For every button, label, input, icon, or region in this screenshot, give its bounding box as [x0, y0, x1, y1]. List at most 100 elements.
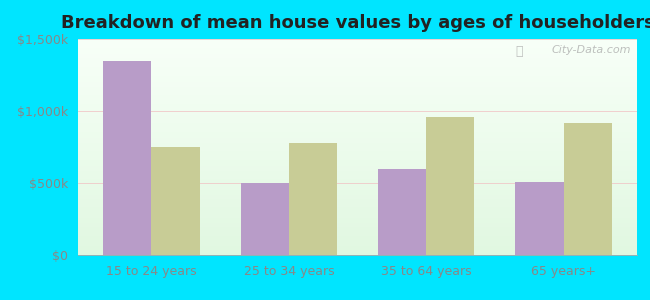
Bar — [78, 246, 637, 248]
Bar — [78, 205, 637, 208]
Bar — [78, 110, 637, 112]
Bar — [78, 158, 637, 160]
Bar — [78, 149, 637, 151]
Bar — [78, 117, 637, 119]
Bar — [378, 169, 426, 255]
Bar — [564, 122, 612, 255]
Bar — [78, 171, 637, 173]
Bar — [78, 147, 637, 149]
Bar — [78, 192, 637, 194]
Bar — [78, 134, 637, 136]
Bar — [240, 183, 289, 255]
Bar — [78, 48, 637, 50]
Bar — [78, 56, 637, 58]
Bar — [78, 95, 637, 97]
Bar — [78, 78, 637, 80]
Bar — [78, 208, 637, 210]
Bar — [78, 194, 637, 197]
Bar — [515, 182, 564, 255]
Bar — [78, 112, 637, 115]
Bar — [78, 212, 637, 214]
Bar — [78, 93, 637, 95]
Bar — [78, 162, 637, 164]
Bar — [78, 138, 637, 140]
Bar — [78, 164, 637, 166]
Bar — [78, 248, 637, 251]
Bar — [78, 91, 637, 93]
Bar — [78, 58, 637, 61]
Bar — [78, 188, 637, 190]
Bar — [78, 231, 637, 233]
Bar — [78, 184, 637, 186]
Bar — [78, 100, 637, 102]
Bar — [78, 218, 637, 220]
Bar — [78, 115, 637, 117]
Bar — [78, 145, 637, 147]
Bar — [78, 186, 637, 188]
Bar — [78, 242, 637, 244]
Bar — [78, 154, 637, 156]
Bar — [78, 104, 637, 106]
Bar — [78, 169, 637, 171]
Bar — [78, 225, 637, 227]
Bar — [78, 173, 637, 175]
Bar — [78, 251, 637, 253]
Bar — [78, 50, 637, 52]
Bar — [78, 143, 637, 145]
Bar — [78, 136, 637, 138]
Bar — [78, 160, 637, 162]
Bar — [78, 199, 637, 201]
Bar — [78, 216, 637, 218]
Bar — [78, 132, 637, 134]
Bar — [78, 210, 637, 212]
Bar — [78, 63, 637, 65]
Bar — [78, 125, 637, 128]
Bar — [78, 223, 637, 225]
Bar — [78, 80, 637, 82]
Bar — [78, 102, 637, 104]
Bar — [78, 108, 637, 110]
Bar — [78, 86, 637, 89]
Bar — [78, 65, 637, 67]
Bar — [289, 143, 337, 255]
Bar — [78, 238, 637, 240]
Bar — [78, 71, 637, 74]
Bar — [78, 151, 637, 154]
Bar — [78, 167, 637, 169]
Bar — [78, 74, 637, 76]
Bar — [78, 119, 637, 121]
Bar — [78, 121, 637, 123]
Bar — [78, 54, 637, 56]
Bar — [78, 84, 637, 86]
Bar — [78, 106, 637, 108]
Bar — [78, 182, 637, 184]
Bar — [78, 123, 637, 125]
Bar — [78, 82, 637, 84]
Bar — [78, 89, 637, 91]
Bar — [78, 240, 637, 242]
Bar — [78, 69, 637, 71]
Bar — [78, 229, 637, 231]
Bar — [78, 175, 637, 177]
Bar — [78, 236, 637, 238]
Bar — [78, 140, 637, 143]
Bar — [78, 52, 637, 54]
Bar — [78, 220, 637, 223]
Bar — [78, 179, 637, 182]
Bar — [78, 177, 637, 179]
Bar — [151, 147, 200, 255]
Bar — [78, 156, 637, 158]
Bar — [426, 117, 474, 255]
Bar — [78, 130, 637, 132]
Bar — [103, 61, 151, 255]
Bar — [78, 244, 637, 246]
Bar — [78, 43, 637, 46]
Bar — [78, 67, 637, 69]
Bar — [78, 97, 637, 100]
Bar — [78, 233, 637, 236]
Bar — [78, 203, 637, 205]
Text: ⓘ: ⓘ — [515, 46, 523, 59]
Bar — [78, 128, 637, 130]
Bar — [78, 61, 637, 63]
Bar — [78, 197, 637, 199]
